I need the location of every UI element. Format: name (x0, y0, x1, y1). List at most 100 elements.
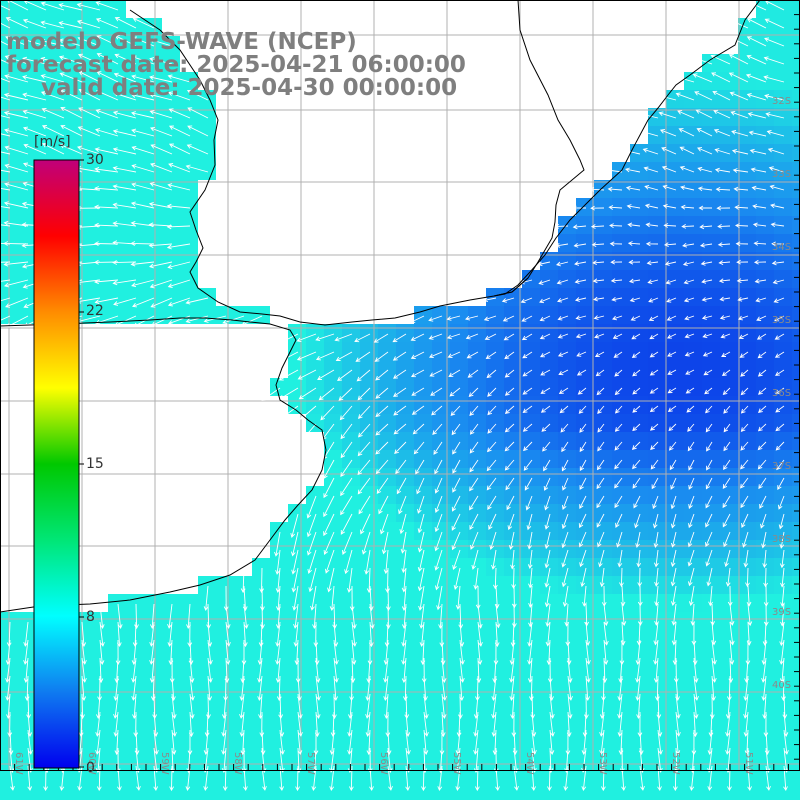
speed-cell (378, 504, 396, 522)
speed-cell (666, 234, 684, 252)
wind-arrow (166, 203, 191, 209)
speed-cell (720, 54, 738, 72)
speed-cell (108, 720, 126, 738)
speed-cell (144, 702, 162, 720)
speed-cell (378, 450, 396, 468)
wind-arrow (556, 279, 569, 285)
wind-arrow (96, 52, 119, 65)
wind-arrow (549, 729, 555, 756)
speed-cell (396, 468, 414, 486)
speed-cell (738, 36, 756, 54)
wind-arrow (149, 57, 173, 65)
wind-arrow (166, 224, 191, 230)
speed-cell (270, 630, 288, 648)
wind-arrow (291, 549, 299, 575)
wind-arrow (607, 186, 623, 192)
wind-arrow (561, 531, 569, 549)
wind-arrow (614, 423, 623, 432)
wind-arrow (354, 333, 371, 343)
wind-arrow (487, 495, 497, 510)
wind-arrow (417, 567, 425, 592)
speed-cell (630, 270, 648, 288)
speed-cell (540, 504, 558, 522)
wind-arrow (544, 549, 551, 569)
wind-arrow (576, 351, 587, 357)
speed-cell (468, 792, 486, 800)
wind-arrow (725, 729, 731, 755)
speed-cell (306, 360, 324, 378)
speed-cell (126, 594, 144, 612)
colorbar (33, 159, 84, 769)
speed-cell (450, 666, 468, 684)
speed-cell (540, 702, 558, 720)
wind-arrow (740, 423, 749, 432)
wind-arrow (171, 729, 177, 756)
speed-cell (432, 792, 450, 800)
wind-arrow (0, 40, 11, 47)
wind-arrow (562, 477, 569, 491)
wind-arrow (275, 621, 281, 647)
wind-arrow (527, 531, 533, 550)
speed-cell (288, 774, 306, 792)
wind-arrow (344, 549, 353, 575)
wind-arrow (22, 56, 47, 65)
speed-cell (126, 54, 144, 72)
wind-arrow (99, 621, 105, 647)
speed-cell (396, 414, 414, 432)
speed-cell (342, 486, 360, 504)
wind-arrow (469, 477, 479, 492)
speed-cell (792, 684, 800, 702)
wind-arrow (718, 278, 731, 284)
wind-arrow (491, 675, 497, 702)
speed-cell (162, 36, 180, 54)
speed-cell (450, 450, 468, 468)
wind-arrow (747, 112, 767, 119)
speed-cell (270, 792, 288, 800)
speed-cell (72, 72, 90, 90)
speed-cell (756, 162, 774, 180)
wind-arrow (469, 423, 479, 435)
speed-cell (486, 360, 504, 378)
speed-cell (108, 792, 126, 800)
wind-arrow (351, 639, 357, 666)
speed-cell (558, 306, 576, 324)
speed-cell (558, 324, 576, 342)
wind-arrow (317, 369, 335, 380)
wind-arrow (166, 243, 191, 250)
wind-arrow (692, 73, 713, 83)
speed-cell (702, 126, 720, 144)
speed-cell (648, 720, 666, 738)
coastline-south (0, 317, 327, 613)
wind-arrow (670, 531, 677, 548)
wind-arrow (675, 92, 695, 101)
speed-cell (684, 108, 702, 126)
speed-cell (612, 648, 630, 666)
speed-cell (702, 738, 720, 756)
speed-cell (630, 792, 648, 800)
speed-cell (540, 756, 558, 774)
wind-arrow (677, 110, 695, 119)
wind-arrow (772, 279, 785, 285)
speed-cell (612, 216, 630, 234)
wind-arrow (301, 423, 317, 440)
speed-cell (630, 306, 648, 324)
wind-arrow (315, 351, 335, 361)
speed-cell (576, 792, 594, 800)
wind-arrow (708, 711, 714, 738)
speed-cell (90, 666, 108, 684)
speed-cell (684, 486, 702, 504)
wind-arrow (582, 711, 588, 738)
speed-cell (18, 648, 36, 666)
speed-cell (216, 684, 234, 702)
wind-arrow (451, 423, 461, 436)
speed-cell (108, 36, 126, 54)
speed-cell (666, 198, 684, 216)
speed-cell (684, 774, 702, 792)
speed-cell (666, 540, 684, 558)
wind-arrow (447, 351, 461, 358)
speed-cell (720, 108, 738, 126)
lat-label: 40S (772, 680, 791, 691)
wind-arrow (297, 729, 303, 756)
wind-arrow (477, 621, 483, 647)
wind-arrow (436, 585, 443, 611)
